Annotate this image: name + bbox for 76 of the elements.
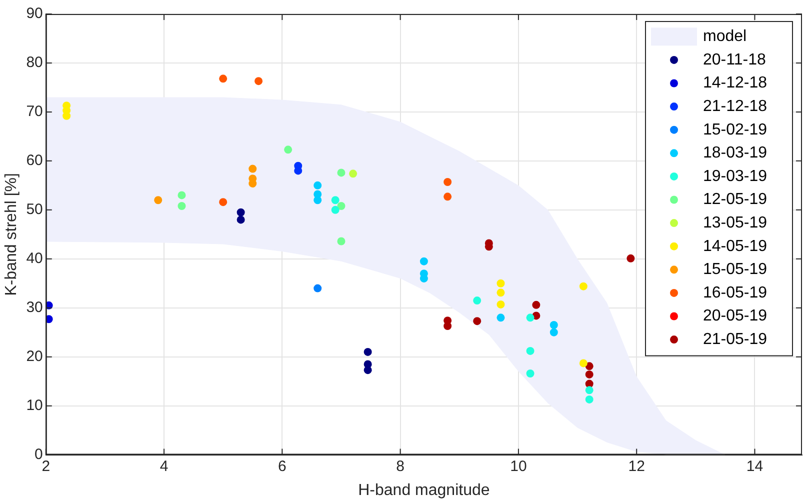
legend-label: 18-03-19 (703, 144, 768, 162)
point (526, 314, 534, 322)
point (178, 191, 186, 200)
point (585, 395, 594, 404)
x-tick-label: 4 (160, 458, 168, 475)
point (626, 254, 635, 262)
point (444, 192, 452, 201)
legend-label: 15-02-19 (703, 121, 768, 138)
point (364, 366, 372, 374)
legend-label: 12-05-19 (703, 191, 768, 208)
point (550, 321, 558, 330)
legend-label: 20-05-19 (703, 308, 768, 325)
point (496, 300, 505, 308)
point (585, 362, 594, 370)
point (473, 317, 482, 326)
point (532, 300, 540, 309)
point (364, 348, 372, 356)
y-tick-label: 40 (26, 250, 43, 268)
point (444, 178, 452, 186)
legend-label: 15-05-19 (703, 261, 768, 278)
y-axis-title: K-band strehl [%] (3, 173, 20, 296)
legend-label: 14-05-19 (703, 238, 768, 255)
point (254, 77, 263, 86)
point (496, 279, 505, 288)
y-tick-label: 60 (26, 152, 43, 170)
point (526, 346, 534, 355)
point (585, 386, 594, 394)
point (496, 288, 505, 297)
y-tick-label: 10 (26, 396, 43, 414)
x-tick-label: 14 (746, 458, 764, 475)
point (496, 314, 505, 322)
point (219, 74, 228, 83)
y-tick-label: 30 (26, 299, 43, 316)
y-tick-label: 70 (26, 103, 43, 120)
x-tick-label: 6 (278, 458, 286, 475)
point (420, 257, 428, 266)
point (579, 282, 588, 290)
point (314, 181, 322, 190)
x-axis-title: H-band magnitude (358, 482, 490, 499)
y-tick-label: 50 (26, 201, 43, 218)
y-tick-label: 20 (26, 348, 43, 365)
legend-label: 20-11-18 (703, 51, 766, 68)
y-tick-label: 90 (26, 5, 43, 22)
point (579, 359, 588, 368)
point (236, 208, 245, 216)
y-tick-label: 80 (26, 54, 43, 72)
legend-label: 16-05-19 (703, 284, 768, 302)
point (219, 198, 228, 206)
point (314, 196, 322, 204)
point (337, 168, 346, 177)
x-tick-label: 10 (510, 458, 527, 475)
point (331, 196, 340, 204)
y-tick-label: 0 (34, 446, 43, 463)
legend-label: 14-12-18 (703, 74, 768, 92)
point (248, 164, 257, 173)
point (314, 284, 322, 292)
point (550, 328, 558, 336)
point (154, 196, 162, 204)
point (284, 146, 292, 154)
point (331, 206, 340, 214)
legend-label: 13-05-19 (703, 214, 768, 232)
legend-label: 19-03-19 (703, 168, 768, 185)
legend-label: 21-05-19 (703, 330, 768, 348)
x-tick-label: 8 (396, 458, 404, 475)
point (526, 369, 534, 378)
point (585, 370, 594, 378)
point (236, 216, 245, 224)
legend-label: 21-12-18 (703, 98, 768, 115)
point (337, 202, 346, 210)
point (349, 170, 358, 178)
point (337, 237, 346, 246)
x-tick-label: 2 (42, 458, 50, 475)
legend-label: model (703, 28, 747, 46)
x-tick-label: 12 (628, 458, 645, 475)
point (473, 296, 482, 305)
point (178, 202, 186, 210)
